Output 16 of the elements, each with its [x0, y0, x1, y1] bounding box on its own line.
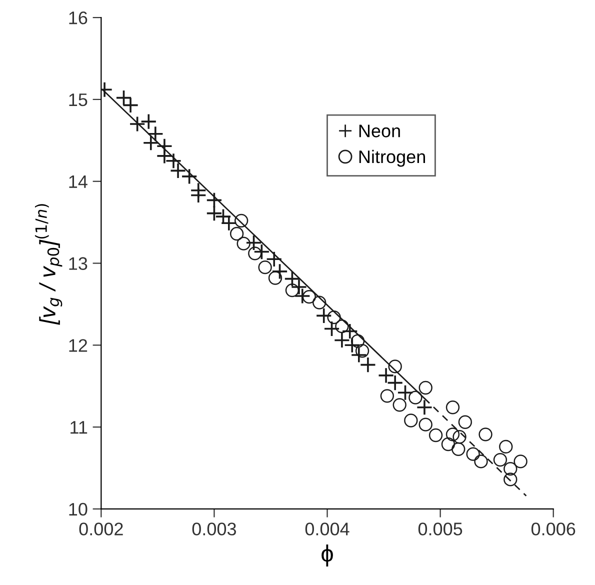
x-axis-title: ϕ: [322, 544, 333, 567]
y-tick-label: 13: [69, 257, 88, 270]
legend-label: Nitrogen: [359, 150, 426, 167]
y-tick-label: 16: [69, 11, 88, 24]
y-tick-label: 14: [69, 175, 88, 188]
y-axis-title: [v$_{g}$ / v$_{p0}$]$^{(1/n)}$: [34, 204, 62, 325]
y-tick-label: 12: [69, 339, 88, 352]
x-tick-label: 0.006: [531, 522, 576, 536]
y-tick-label: 15: [69, 94, 88, 106]
legend-label: Neon: [359, 124, 400, 138]
y-tick-label: 10: [69, 502, 88, 516]
x-tick-label: 0.003: [192, 522, 236, 536]
x-tick-label: 0.002: [79, 522, 123, 536]
x-tick-label: 0.004: [305, 522, 350, 536]
y-tick-label: 11: [70, 421, 88, 434]
x-tick-label: 0.005: [418, 522, 462, 536]
